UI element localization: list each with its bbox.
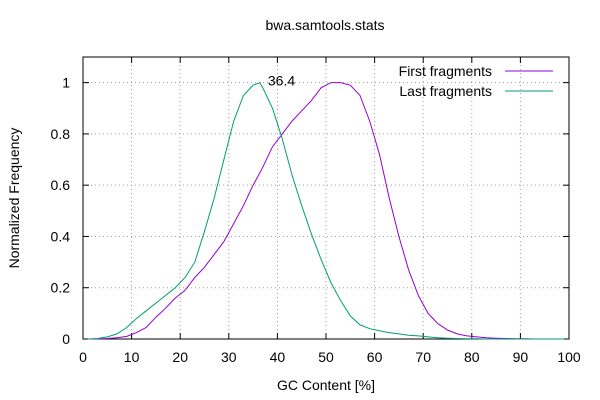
legend: First fragments Last fragments — [399, 63, 553, 99]
x-axis-tick-labels: 0 10 20 30 40 50 60 70 80 90 100 — [79, 349, 581, 365]
x-tick-label: 60 — [367, 349, 383, 365]
plot-frame — [82, 56, 570, 340]
x-axis-label: GC Content [%] — [277, 377, 375, 393]
x-tick-label: 90 — [513, 349, 529, 365]
x-tick-label: 30 — [221, 349, 237, 365]
grid — [83, 57, 569, 339]
y-tick-label: 0.8 — [51, 126, 71, 142]
series-line-last-fragments — [87, 81, 565, 340]
x-tick-label: 70 — [415, 349, 431, 365]
x-tick-label: 0 — [79, 349, 87, 365]
y-tick-label: 0.4 — [51, 228, 71, 244]
legend-label: First fragments — [399, 63, 492, 79]
peak-annotation: 36.4 — [268, 73, 295, 89]
y-tick-label: 0.2 — [51, 280, 71, 296]
legend-label: Last fragments — [399, 83, 492, 99]
x-tick-label: 20 — [172, 349, 188, 365]
x-tick-label: 80 — [464, 349, 480, 365]
y-tick-label: 0 — [62, 331, 70, 347]
x-tick-label: 10 — [124, 349, 140, 365]
x-tick-label: 100 — [557, 349, 581, 365]
x-tick-label: 50 — [318, 349, 334, 365]
y-tick-label: 0.6 — [51, 177, 71, 193]
series-lines — [87, 81, 565, 340]
axis-ticks — [82, 57, 570, 340]
y-axis-tick-labels: 0 0.2 0.4 0.6 0.8 1 — [51, 75, 71, 347]
x-tick-label: 40 — [270, 349, 286, 365]
chart-title: bwa.samtools.stats — [265, 17, 384, 33]
series-line-first-fragments — [87, 82, 565, 340]
y-tick-label: 1 — [62, 75, 70, 91]
y-axis-label: Normalized Frequency — [6, 128, 22, 269]
